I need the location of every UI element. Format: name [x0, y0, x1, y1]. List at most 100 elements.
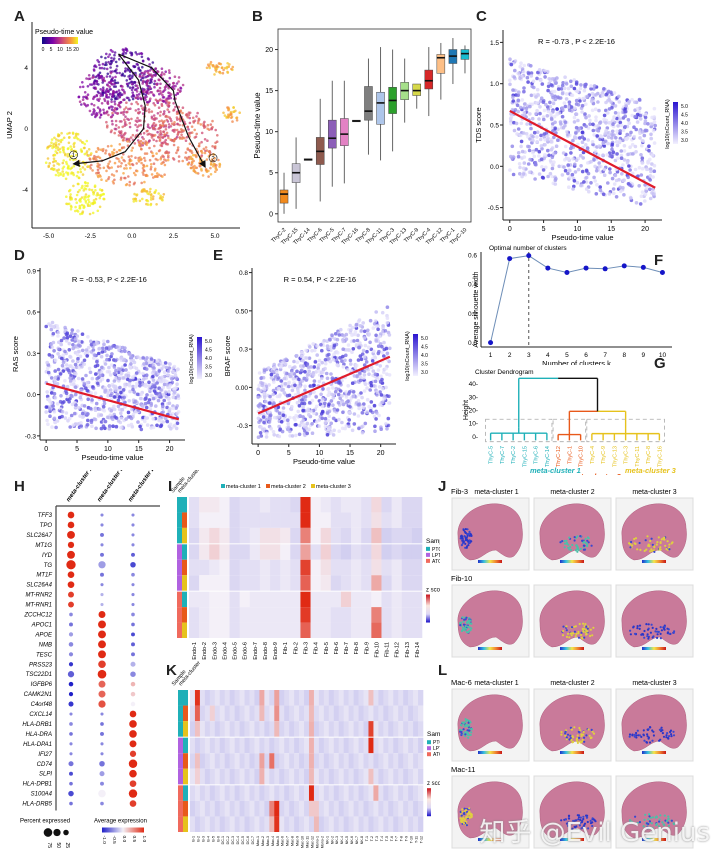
cell-point: [124, 164, 128, 167]
cell-point: [330, 333, 334, 338]
cell-point: [346, 384, 350, 388]
expression-dot: [100, 731, 104, 736]
cell-point: [87, 148, 91, 151]
cell-point: [110, 56, 113, 60]
sample-annotation-cell: [177, 607, 182, 623]
cell-point: [50, 355, 54, 359]
cell-point: [556, 87, 561, 91]
cell-point: [172, 102, 175, 105]
cell-point: [113, 100, 116, 103]
expression-dot: [68, 681, 74, 687]
sample-annotation-cell: [177, 591, 182, 608]
x-axis-title: Pseudo-time value: [293, 457, 355, 465]
cell-point: [130, 82, 134, 86]
heatmap-cell: [411, 527, 423, 544]
cell-point: [579, 183, 583, 188]
heatmap-cell: [189, 497, 200, 513]
expression-dot: [131, 632, 135, 637]
cell-point: [331, 386, 335, 390]
cell-point: [560, 114, 565, 119]
cell-point: [647, 144, 651, 148]
cell-point: [353, 332, 358, 337]
cell-point: [617, 100, 622, 104]
gene-label: TG: [44, 563, 53, 569]
x-tick-label: 5: [287, 450, 291, 457]
meta-cluster-annotation-cell: [182, 607, 187, 623]
cell-point: [146, 103, 149, 106]
cell-point: [86, 103, 90, 107]
cell-point: [324, 371, 329, 376]
cell-point: [511, 88, 515, 92]
cell-point: [544, 165, 548, 170]
cell-point: [56, 171, 60, 174]
cell-point: [610, 129, 615, 134]
cell-point: [113, 108, 116, 112]
cell-point: [159, 125, 163, 129]
cell-point: [588, 122, 592, 126]
cell-point: [575, 180, 580, 185]
cell-point: [171, 82, 175, 85]
x-tick-label: 5: [542, 226, 546, 233]
cell-point: [594, 93, 598, 97]
expression-dot: [98, 561, 106, 569]
expression-dot: [100, 543, 104, 547]
cell-point: [511, 99, 516, 103]
x-tick-label: -5.0: [43, 233, 55, 240]
cell-point: [305, 431, 309, 436]
heatmap-cell: [189, 607, 200, 623]
heatmap-cell: [371, 559, 382, 576]
cell-point: [165, 142, 168, 146]
cell-point: [550, 77, 555, 81]
cell-point: [220, 66, 224, 70]
cell-point: [608, 154, 612, 158]
cell-point: [540, 165, 544, 169]
cell-point: [96, 106, 100, 109]
cluster-dendrogram: Cluster Dendrogram0-10-20-30-40-HeightTh…: [463, 369, 677, 475]
cell-point: [362, 369, 367, 373]
cell-point: [276, 376, 281, 380]
cell-point: [78, 354, 83, 359]
heatmap-cell: [209, 527, 220, 544]
cell-point: [293, 365, 297, 369]
cell-point: [89, 167, 92, 170]
cell-point: [157, 136, 161, 139]
cell-point: [53, 396, 58, 400]
cell-point: [562, 86, 567, 91]
cell-point: [151, 425, 156, 430]
cell-point: [142, 169, 146, 172]
heatmap-cell: [229, 512, 240, 528]
cell-point: [80, 103, 83, 106]
trajectory-label: 1: [72, 153, 76, 159]
cell-point: [71, 343, 75, 347]
cell-point: [83, 146, 86, 150]
cell-point: [80, 365, 84, 369]
cell-point: [567, 185, 571, 189]
cell-point: [168, 71, 171, 74]
cell-point: [522, 63, 526, 68]
correlation-annotation: R = 0.54, P < 2.2E-16: [284, 275, 356, 284]
cell-point: [317, 379, 322, 384]
cell-point: [123, 363, 127, 367]
cell-point: [602, 87, 606, 91]
cell-point: [54, 425, 58, 430]
cell-point: [88, 77, 92, 80]
cell-point: [522, 102, 527, 106]
cell-point: [85, 150, 89, 153]
cell-point: [262, 395, 267, 399]
cell-point: [588, 118, 592, 123]
cell-point: [162, 113, 165, 116]
cell-point: [327, 390, 332, 395]
heatmap-cell: [320, 527, 332, 544]
cell-point: [109, 79, 113, 83]
cell-point: [595, 134, 599, 138]
cell-point: [76, 376, 81, 381]
cell-point: [351, 347, 356, 351]
cell-point: [48, 162, 51, 165]
cell-point: [612, 115, 616, 119]
cell-point: [281, 413, 286, 417]
cell-point: [71, 131, 75, 135]
cell-point: [563, 168, 568, 173]
cell-point: [272, 401, 276, 405]
cell-point: [144, 70, 147, 73]
cell-point: [128, 125, 132, 129]
